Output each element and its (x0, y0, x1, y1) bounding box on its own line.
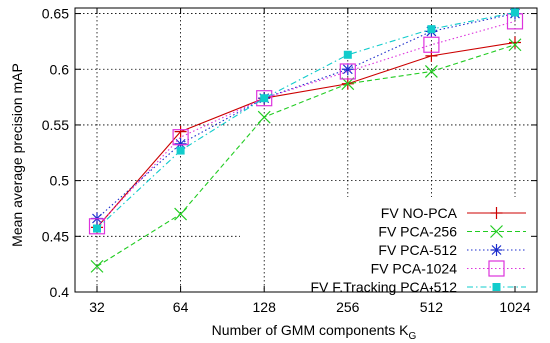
x-tick-label: 512 (420, 299, 444, 315)
grid-lines (75, 8, 537, 292)
axes (74, 7, 538, 293)
legend-marker (490, 225, 503, 238)
series-4 (93, 8, 519, 233)
x-axis-label-subscript: G (409, 331, 417, 342)
series-0 (91, 36, 521, 234)
legend-entry: FV PCA-1024 (371, 260, 526, 277)
x-axis-label: Number of GMM components KG (212, 322, 417, 342)
data-point (509, 36, 521, 49)
y-tick-label: 0.45 (42, 228, 69, 244)
data-point (88, 218, 106, 235)
series-line (96, 13, 516, 219)
legend-marker (490, 207, 503, 219)
y-tick-label: 0.4 (50, 284, 70, 300)
y-tick-label: 0.6 (50, 61, 70, 77)
data-point (511, 8, 519, 17)
data-point (260, 94, 269, 103)
series-line (96, 41, 516, 228)
legend-entry: FV F.Tracking PCA-512 (310, 279, 526, 295)
x-tick-label: 256 (336, 299, 360, 315)
y-axis-label: Mean average precision mAP (9, 63, 25, 247)
legend-label: FV PCA-256 (378, 224, 457, 240)
series-line (96, 20, 516, 227)
legend: FV NO-PCA FV PCA-256 FV PCA-512 FV PCA-1024… (310, 205, 526, 295)
data-point (176, 146, 185, 155)
x-tick-label: 1024 (499, 299, 530, 315)
y-tick-label: 0.5 (50, 173, 70, 189)
series-2 (91, 7, 521, 225)
data-point (427, 25, 436, 34)
data-point (508, 38, 522, 52)
legend-marker (490, 244, 503, 256)
y-tick-label: 0.65 (42, 6, 69, 22)
data-point (90, 259, 104, 273)
x-tick-label: 128 (253, 299, 277, 315)
data-point (172, 129, 189, 146)
legend-label: FV PCA-512 (378, 242, 457, 258)
data-point (423, 36, 440, 53)
x-tick-label: 64 (173, 299, 189, 315)
legend-marker (492, 283, 501, 291)
legend-entry: FV PCA-512 (378, 242, 526, 258)
legend-label: FV NO-PCA (381, 205, 458, 221)
legend-entry: FV NO-PCA (381, 205, 526, 221)
series-line (96, 44, 516, 267)
data-point (256, 90, 273, 107)
data-point (257, 110, 271, 124)
legend-label: FV PCA-1024 (371, 261, 458, 277)
data-point (174, 125, 187, 138)
y-tick-label: 0.55 (42, 117, 69, 133)
legend-entry: FV PCA-256 (378, 224, 526, 240)
data-point (174, 137, 187, 150)
data-point (339, 63, 356, 80)
x-tick-label: 32 (89, 299, 105, 315)
legend-label: FV F.Tracking PCA-512 (310, 279, 457, 295)
data-point (341, 63, 354, 76)
data-point (174, 207, 188, 221)
tick-labels: 0.4 0.45 0.5 0.55 0.6 0.65 32 64 128 256 512 1024 (42, 6, 531, 315)
data-point (93, 224, 101, 233)
series-3 (88, 13, 524, 235)
data-point (341, 77, 355, 91)
series-1 (90, 38, 522, 273)
data-point (343, 50, 352, 59)
legend-marker (488, 260, 505, 277)
series-line (96, 11, 516, 229)
data-point (424, 65, 438, 78)
series (88, 7, 524, 273)
x-axis-label-main: Number of GMM components K (212, 322, 410, 338)
plot-frame (74, 7, 538, 293)
